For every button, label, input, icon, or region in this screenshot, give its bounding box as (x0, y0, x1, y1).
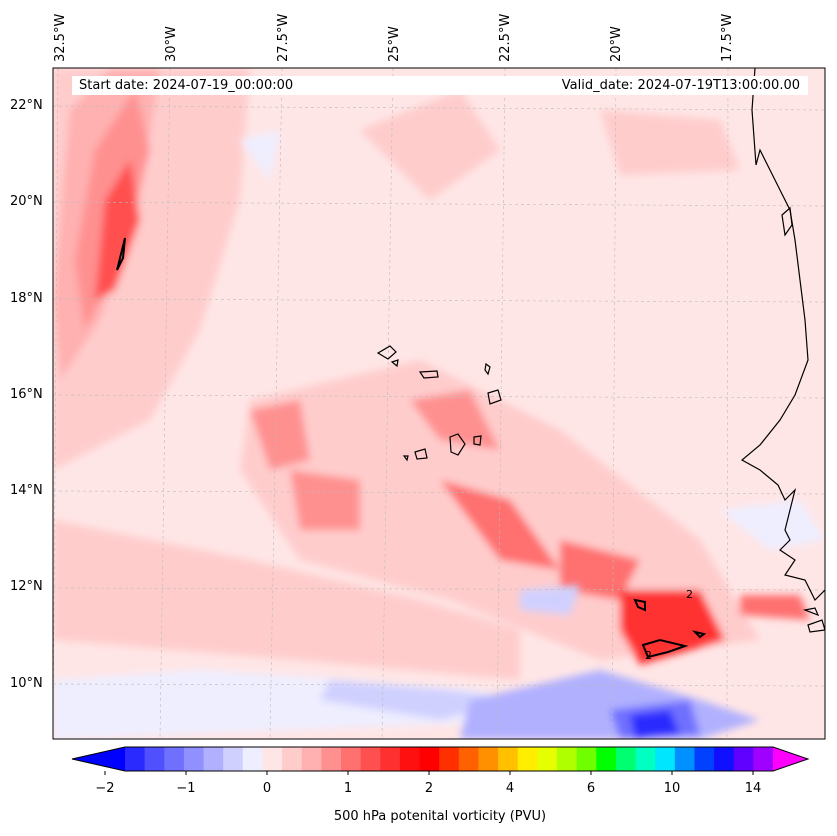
colorbar-extend-max (773, 747, 808, 771)
colorbar-swatch (183, 747, 205, 771)
colorbar-swatch (419, 747, 440, 771)
colorbar-swatch (360, 747, 381, 771)
colorbar-swatch (282, 747, 303, 771)
colorbar-tick-label: 0 (262, 781, 272, 796)
colorbar-swatch (537, 747, 558, 771)
colorbar-swatch (203, 747, 224, 771)
colorbar-swatch (517, 747, 538, 771)
colorbar-title: 500 hPa potenital vorticity (PVU) (333, 809, 547, 824)
colorbar-swatch (262, 747, 283, 771)
colorbar-tick-label: 2 (424, 781, 434, 796)
colorbar-swatch (674, 747, 695, 771)
colorbar-swatch (596, 747, 617, 771)
lat-label: 10°N (10, 676, 43, 691)
colorbar-swatch (458, 747, 479, 771)
colorbar-swatch (714, 747, 735, 771)
colorbar-swatch (380, 747, 401, 771)
lat-label: 20°N (10, 194, 43, 209)
contour-label: 2 (686, 588, 693, 601)
map-info-bar: Start date: 2024-07-19_00:00:00 Valid_da… (72, 76, 808, 95)
colorbar-outline (71, 746, 810, 772)
colorbar-swatch (733, 747, 754, 771)
colorbar-tick-label: −2 (95, 781, 115, 796)
colorbar-tick-label: −1 (176, 781, 196, 796)
colorbar-tick-label: 14 (744, 781, 762, 796)
colorbar (71, 746, 810, 775)
cape-verde-islands (376, 345, 502, 462)
colorbar-swatch (242, 747, 263, 771)
colorbar-tick-label: 10 (663, 781, 681, 796)
colorbar-swatch (655, 747, 676, 771)
colorbar-swatch (301, 747, 322, 771)
colorbar-extend-min (72, 747, 125, 771)
colorbar-swatch (557, 747, 578, 771)
colorbar-swatch (498, 747, 519, 771)
colorbar-swatch (125, 747, 146, 771)
colorbar-tick-label: 4 (505, 781, 515, 796)
colorbar-swatch (341, 747, 362, 771)
lat-label: 14°N (10, 483, 43, 498)
lat-label: 16°N (10, 387, 43, 402)
colorbar-swatch (635, 747, 656, 771)
colorbar-tick-label: 6 (586, 781, 596, 796)
colorbar-swatch (164, 747, 185, 771)
colorbar-swatch (223, 747, 244, 771)
start-date-label: Start date: 2024-07-19_00:00:00 (79, 78, 294, 93)
colorbar-swatch (615, 747, 637, 771)
colorbar-swatch (753, 747, 774, 771)
valid-date-label: Valid_date: 2024-07-19T13:00:00.00 (561, 78, 800, 93)
colorbar-tick-label: 1 (343, 781, 353, 796)
colorbar-swatch (576, 747, 597, 771)
contour-label: 2 (645, 649, 652, 662)
colorbar-swatch (144, 747, 165, 771)
lat-label: 12°N (10, 579, 43, 594)
colorbar-swatch (321, 747, 342, 771)
lat-label: 18°N (10, 291, 43, 306)
colorbar-swatch (439, 747, 460, 771)
colorbar-swatch (478, 747, 499, 771)
pv-field: 2 2 (53, 68, 825, 739)
colorbar-swatch (694, 747, 715, 771)
lat-label: 22°N (10, 98, 43, 113)
coastline (740, 68, 825, 602)
colorbar-swatch (399, 747, 421, 771)
